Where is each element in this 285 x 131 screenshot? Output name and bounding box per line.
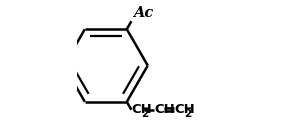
Text: CH: CH: [154, 103, 175, 116]
Text: 2: 2: [141, 109, 148, 119]
Text: 2: 2: [184, 109, 191, 119]
Text: CH: CH: [174, 103, 195, 116]
Text: Ac: Ac: [133, 6, 153, 20]
Text: CH: CH: [131, 103, 152, 116]
